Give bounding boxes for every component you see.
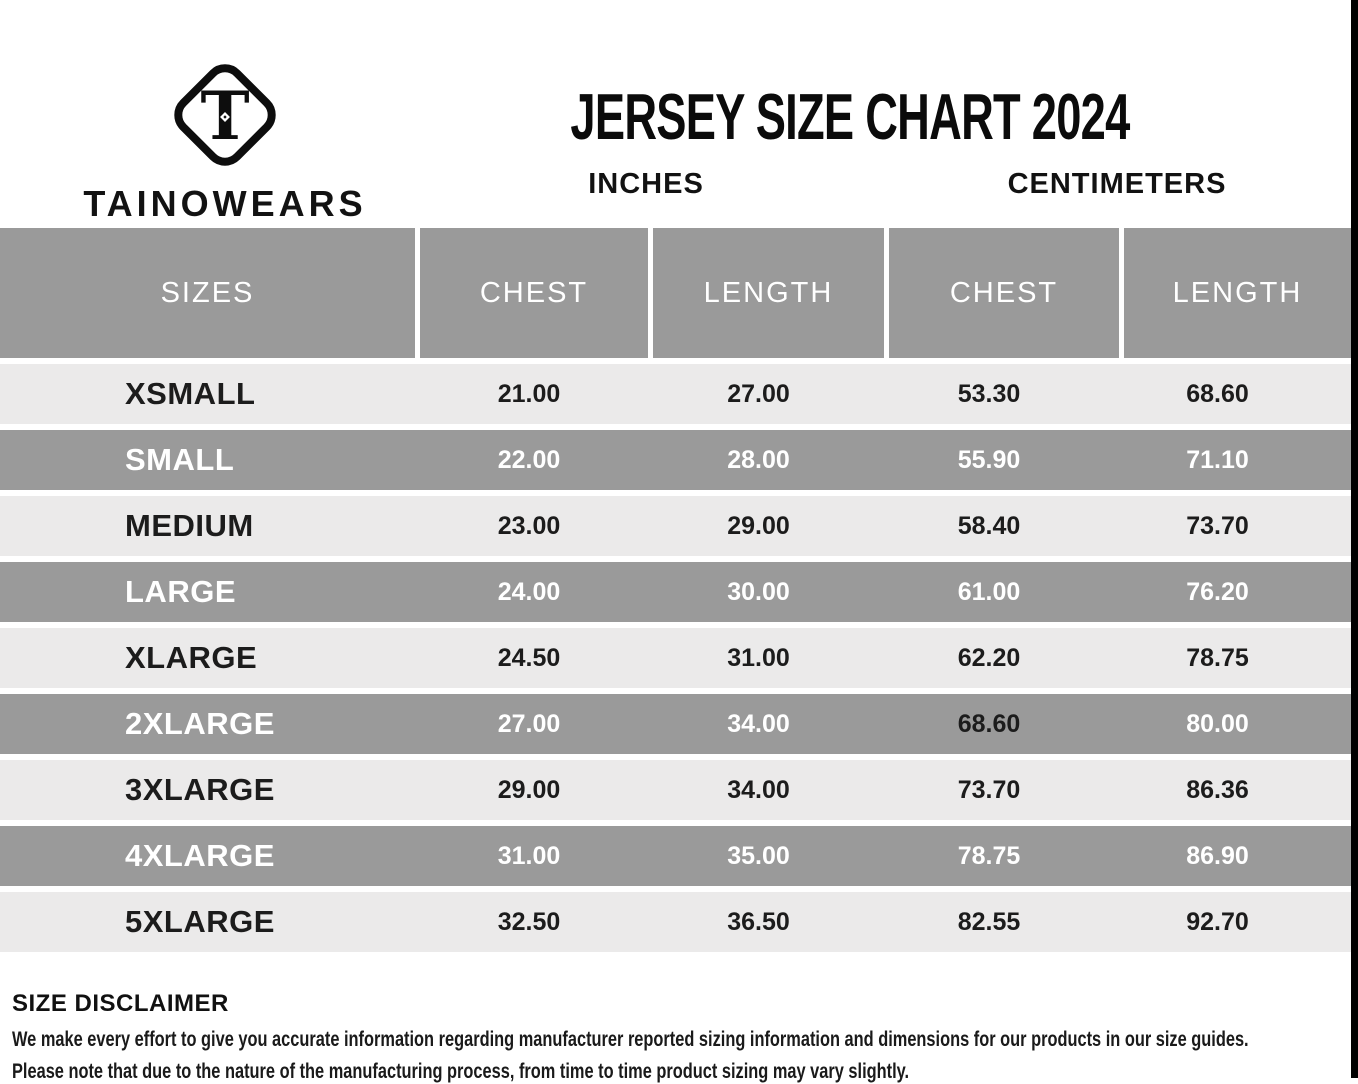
column-header-chest-in: CHEST: [420, 228, 648, 358]
value-cell: 73.70: [1186, 511, 1249, 540]
value-cell: 27.00: [727, 379, 790, 408]
value-cell: 62.20: [957, 643, 1021, 672]
size-label: 2XLARGE: [125, 706, 275, 741]
table-row: SMALL 22.00 28.00 55.90 71.10: [0, 430, 1351, 490]
size-label: 3XLARGE: [125, 772, 275, 807]
brand-wordmark: TAINOWEARS: [83, 183, 367, 224]
table-row: XSMALL 21.00 27.00 53.30 68.60: [0, 364, 1351, 424]
table-row: LARGE 24.00 30.00 61.00 76.20: [0, 562, 1351, 622]
table-row: 2XLARGE 27.00 34.00 68.60 80.00: [0, 694, 1351, 754]
value-cell: 23.00: [497, 511, 561, 540]
size-table: SIZES CHEST LENGTH CHEST LENGTH XSMALL 21…: [0, 228, 1351, 958]
size-label: LARGE: [125, 574, 236, 609]
t-diamond-logo-icon: T: [174, 64, 276, 166]
value-cell: 24.50: [497, 643, 561, 672]
size-label: XSMALL: [125, 376, 256, 411]
size-label: SMALL: [125, 442, 235, 477]
value-cell: 30.00: [727, 577, 790, 606]
value-cell: 78.75: [1186, 643, 1249, 672]
table-row: 4XLARGE 31.00 35.00 78.75 86.90: [0, 826, 1351, 886]
value-cell: 82.55: [957, 907, 1021, 936]
value-cell: 36.50: [727, 907, 790, 936]
disclaimer-line-2: Please note that due to the nature of th…: [12, 1060, 910, 1083]
value-cell: 28.00: [727, 445, 790, 474]
size-label: MEDIUM: [125, 508, 254, 543]
size-label: XLARGE: [125, 640, 258, 675]
value-cell: 80.00: [1186, 709, 1249, 738]
table-header-row: SIZES CHEST LENGTH CHEST LENGTH: [0, 228, 1351, 358]
right-edge-strip: [1351, 0, 1358, 1078]
page-title: JERSEY SIZE CHART 2024: [570, 81, 1130, 154]
brand-block: T TAINOWEARS: [75, 55, 375, 225]
column-header-sizes: SIZES: [0, 228, 415, 358]
value-cell: 68.60: [1186, 379, 1249, 408]
value-cell: 86.90: [1186, 841, 1249, 870]
column-header-chest-cm: CHEST: [889, 228, 1119, 358]
value-cell: 27.00: [497, 709, 561, 738]
size-label: 4XLARGE: [125, 838, 275, 873]
value-cell: 21.00: [497, 379, 561, 408]
value-cell: 35.00: [727, 841, 790, 870]
disclaimer-heading: SIZE DISCLAIMER: [12, 990, 229, 1017]
value-cell: 61.00: [957, 577, 1021, 606]
table-row: MEDIUM 23.00 29.00 58.40 73.70: [0, 496, 1351, 556]
value-cell: 24.00: [497, 577, 561, 606]
value-cell: 29.00: [727, 511, 790, 540]
value-cell: 73.70: [957, 775, 1021, 804]
value-cell: 53.30: [957, 379, 1021, 408]
size-label: 5XLARGE: [125, 904, 275, 939]
column-header-length-cm: LENGTH: [1124, 228, 1351, 358]
column-header-length-in: LENGTH: [653, 228, 884, 358]
disclaimer-line-1: We make every effort to give you accurat…: [12, 1028, 1249, 1051]
unit-label-centimeters: CENTIMETERS: [1007, 168, 1227, 200]
value-cell: 76.20: [1186, 577, 1249, 606]
value-cell: 29.00: [497, 775, 561, 804]
value-cell: 55.90: [957, 445, 1021, 474]
value-cell: 22.00: [497, 445, 561, 474]
table-row: XLARGE 24.50 31.00 62.20 78.75: [0, 628, 1351, 688]
table-body: XSMALL 21.00 27.00 53.30 68.60 SMALL 22.00 28.0…: [0, 364, 1351, 952]
value-cell: 58.40: [957, 511, 1021, 540]
value-cell: 31.00: [727, 643, 790, 672]
value-cell: 86.36: [1186, 775, 1249, 804]
value-cell: 34.00: [727, 775, 790, 804]
value-cell: 31.00: [497, 841, 561, 870]
unit-label-inches: INCHES: [588, 168, 704, 200]
value-cell: 32.50: [497, 907, 561, 936]
table-row: 5XLARGE 32.50 36.50 82.55 92.70: [0, 892, 1351, 952]
value-cell: 71.10: [1186, 445, 1249, 474]
table-row: 3XLARGE 29.00 34.00 73.70 86.36: [0, 760, 1351, 820]
value-cell: 68.60: [957, 709, 1021, 738]
value-cell: 34.00: [727, 709, 790, 738]
value-cell: 92.70: [1186, 907, 1249, 936]
value-cell: 78.75: [957, 841, 1021, 870]
